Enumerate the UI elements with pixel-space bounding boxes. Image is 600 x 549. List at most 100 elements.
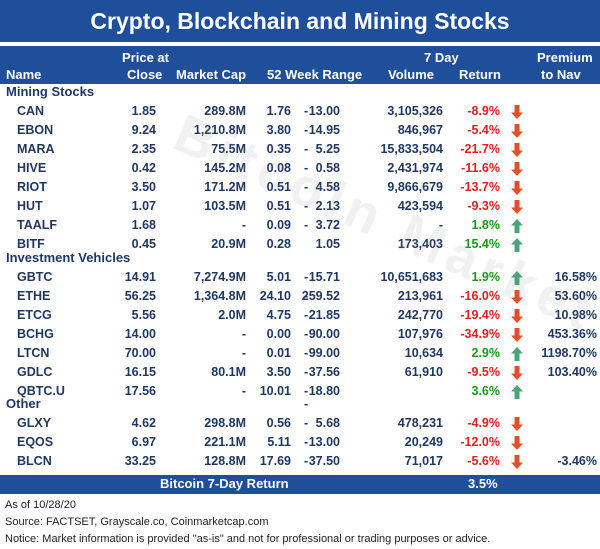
header-market-cap: Market Cap	[176, 67, 247, 82]
range-high-cell: 14.95	[308, 123, 340, 137]
range-dash: -	[304, 270, 309, 284]
range-dash: -	[304, 346, 309, 360]
premium-cell: 453.36%	[547, 327, 597, 341]
arrow-down-icon	[511, 124, 523, 138]
range-high-cell: 3.72	[315, 218, 340, 232]
header-7-day: 7 Day	[424, 50, 459, 65]
ticker-cell: HUT	[17, 199, 43, 213]
table-row: BLCN 33.25 128.8M 17.69-37.50 71,017 -5.6% -3.…	[0, 453, 600, 472]
range-high-cell: 13.00	[308, 435, 340, 449]
range-low-cell: 0.01	[266, 346, 291, 360]
range-low-cell: 10.01	[259, 384, 291, 398]
section-label: Mining Stocks	[6, 84, 95, 99]
volume-cell: 107,976	[397, 327, 443, 341]
table-row: QBTC.U 17.56-10.01-18.80 3.6%	[0, 383, 600, 402]
price-cell: 2.35	[131, 142, 156, 156]
range-dash: -	[304, 142, 309, 156]
arrow-down-icon	[511, 181, 523, 195]
range-low-cell: 5.01	[266, 270, 291, 284]
table-row: CAN 1.85 289.8M 1.76-13.00 3,105,326 -8.9%	[0, 103, 600, 122]
range-low-cell: 0.51	[266, 199, 291, 213]
volume-cell: 20,249	[404, 435, 443, 449]
market-cap-cell: -	[241, 218, 246, 232]
return-cell: -21.7%	[460, 142, 500, 156]
market-cap-cell: 75.5M	[211, 142, 246, 156]
arrow-up-icon	[511, 219, 523, 233]
range-low-cell: 0.35	[266, 142, 291, 156]
price-cell: 1.07	[131, 199, 156, 213]
header-volume: Volume	[388, 67, 434, 82]
as-of-date: As of 10/28/20	[5, 499, 76, 511]
volume-cell: 173,403	[397, 237, 443, 251]
market-cap-cell: 2.0M	[218, 308, 246, 322]
arrow-down-icon	[511, 309, 523, 323]
return-cell: -16.0%	[460, 289, 500, 303]
arrow-down-icon	[511, 200, 523, 214]
range-dash: -	[304, 199, 309, 213]
range-dash: -	[304, 327, 309, 341]
range-dash: -	[304, 123, 309, 137]
volume-cell: -	[438, 218, 443, 232]
range-high-cell: 21.85	[308, 308, 340, 322]
return-cell: 15.4%	[464, 237, 500, 251]
range-low-cell: 0.51	[266, 180, 291, 194]
range-dash: -	[304, 161, 309, 175]
volume-cell: 15,833,504	[380, 142, 443, 156]
market-cap-cell: 1,210.8M	[193, 123, 246, 137]
volume-cell: 423,594	[397, 199, 443, 213]
volume-cell: 9,866,679	[387, 180, 443, 194]
range-dash: -	[304, 384, 309, 398]
premium-cell: 16.58%	[554, 270, 597, 284]
return-cell: 1.9%	[471, 270, 501, 284]
range-dash: -	[304, 454, 309, 468]
market-cap-cell: 1,364.8M	[193, 289, 246, 303]
range-high-cell: 259.52	[301, 289, 340, 303]
return-cell: -34.9%	[460, 327, 500, 341]
market-cap-cell: 7,274.9M	[193, 270, 246, 284]
range-high-cell: 0.58	[315, 161, 340, 175]
return-cell: -13.7%	[460, 180, 500, 194]
ticker-cell: CAN	[17, 104, 45, 118]
range-low-cell: 5.11	[267, 435, 291, 449]
return-cell: -9.3%	[467, 199, 500, 213]
bitcoin-return-bar: Bitcoin 7-Day Return 3.5%	[0, 475, 600, 494]
return-cell: 3.6%	[471, 384, 501, 398]
table-row: ETHE 56.25 1,364.8M 24.10-259.52 213,961 -16.…	[0, 288, 600, 307]
range-high-cell: 18.80	[308, 384, 340, 398]
price-cell: 14.00	[124, 327, 156, 341]
arrow-down-icon	[511, 105, 523, 119]
range-high-cell: 13.00	[308, 104, 340, 118]
table-row: HUT 1.07 103.5M 0.51-2.13 423,594 -9.3%	[0, 198, 600, 217]
premium-cell: -3.46%	[557, 454, 597, 468]
page-title: Crypto, Blockchain and Mining Stocks	[0, 0, 600, 42]
range-low-cell: 0.28	[266, 237, 291, 251]
ticker-cell: ETHE	[17, 289, 51, 303]
range-low-cell: 0.56	[266, 416, 291, 430]
range-dash: -	[304, 218, 309, 232]
price-cell: 6.97	[131, 435, 156, 449]
notice-note: Notice: Market information is provided "…	[5, 533, 491, 545]
bitcoin-return-value: 3.5%	[468, 476, 498, 491]
table-row: RIOT 3.50 171.2M 0.51-4.58 9,866,679 -13.7%	[0, 179, 600, 198]
range-dash: -	[304, 416, 309, 430]
return-cell: 1.8%	[471, 218, 501, 232]
table-row: EQOS 6.97 221.1M 5.11-13.00 20,249 -12.0%	[0, 434, 600, 453]
price-cell: 3.50	[131, 180, 156, 194]
range-high-cell: 5.68	[315, 416, 340, 430]
range-low-cell: 0.08	[266, 161, 291, 175]
range-dash: -	[304, 180, 309, 194]
return-cell: -9.5%	[467, 365, 500, 379]
market-cap-cell: 298.8M	[204, 416, 246, 430]
volume-cell: 242,770	[397, 308, 443, 322]
price-cell: 1.68	[131, 218, 156, 232]
range-low-cell: 3.80	[266, 123, 291, 137]
price-cell: 17.56	[124, 384, 156, 398]
ticker-cell: MARA	[17, 142, 55, 156]
price-cell: 4.62	[131, 416, 156, 430]
ticker-cell: RIOT	[17, 180, 47, 194]
table-row: GLXY 4.62 298.8M 0.56-5.68 478,231 -4.9%	[0, 415, 600, 434]
volume-cell: 3,105,326	[387, 104, 443, 118]
range-low-cell: 4.75	[266, 308, 291, 322]
table-row: LTCN 70.00-0.01-99.00 10,634 2.9% 1198.70%	[0, 345, 600, 364]
ticker-cell: LTCN	[17, 346, 50, 360]
